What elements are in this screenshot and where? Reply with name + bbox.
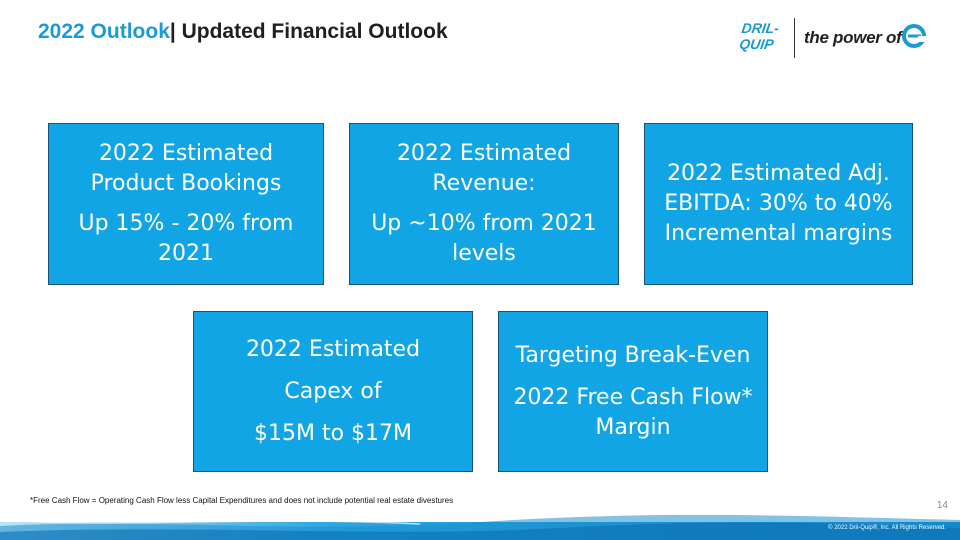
title-rest: | Updated Financial Outlook [169, 20, 448, 43]
logo-mark-line2: QUIP [738, 36, 775, 52]
e-logo-icon [902, 24, 926, 48]
title-accent: 2022 Outlook [38, 20, 170, 43]
product-bookings-value: Up 15% - 20% from 2021 [78, 211, 294, 266]
free-cash-flow-box: Targeting Break-Even 2022 Free Cash Flow… [498, 311, 768, 472]
footnote: *Free Cash Flow = Operating Cash Flow le… [30, 496, 454, 505]
logo-mark-line1: DRIL- [740, 20, 781, 36]
logo-tagline: the power of [804, 28, 902, 47]
free-cash-flow-value: 2022 Free Cash Flow* Margin [513, 384, 753, 440]
footer-wave-band [0, 514, 960, 540]
logo-divider [794, 18, 795, 58]
revenue-heading: 2022 Estimated Revenue: [396, 141, 572, 196]
logo-mark: DRIL- QUIP [737, 20, 791, 60]
revenue-value: Up ~10% from 2021 levels [371, 211, 597, 266]
page-number: 14 [936, 500, 948, 511]
product-bookings-box: 2022 Estimated Product Bookings Up 15% -… [48, 123, 324, 285]
capex-value: $15M to $17M [253, 420, 413, 446]
ebitda-box: 2022 Estimated Adj. EBITDA: 30% to 40% I… [644, 123, 913, 285]
capex-subheading: Capex of [284, 378, 382, 404]
copyright-notice: © 2022 Dril-Quip®, Inc. All Rights Reser… [828, 525, 946, 531]
ebitda-text: 2022 Estimated Adj. EBITDA: 30% to 40% I… [664, 161, 893, 246]
capex-box: 2022 Estimated Capex of $15M to $17M [193, 311, 473, 472]
product-bookings-heading: 2022 Estimated Product Bookings [90, 141, 282, 196]
free-cash-flow-heading: Targeting Break-Even [515, 342, 751, 368]
page-title: 2022 Outlook| Updated Financial Outlook [38, 20, 448, 44]
capex-heading: 2022 Estimated [245, 336, 421, 362]
company-logo: DRIL- QUIP the power of [737, 16, 940, 62]
revenue-box: 2022 Estimated Revenue: Up ~10% from 202… [349, 123, 619, 285]
